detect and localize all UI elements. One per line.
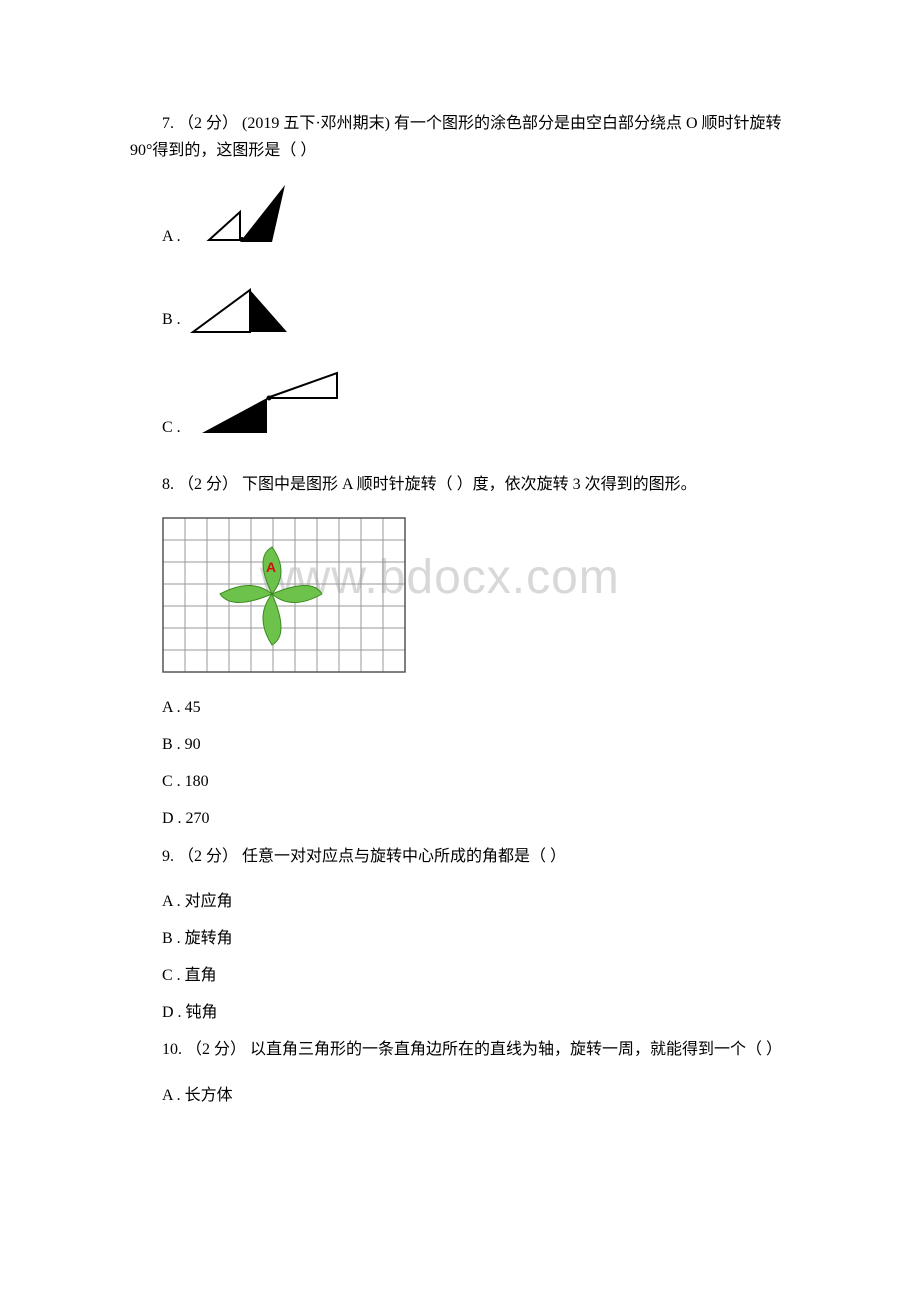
q7a-black-triangle (240, 185, 285, 242)
q10-text: 10. （2 分） 以直角三角形的一条直角边所在的直线为轴，旋转一周，就能得到一… (162, 1041, 782, 1058)
q8-option-b: B . 90 (130, 731, 790, 758)
question-7: 7. （2 分） (2019 五下·邓州期末) 有一个图形的涂色部分是由空白部分… (130, 110, 790, 164)
q7-figure-c (187, 363, 357, 443)
question-8: 8. （2 分） 下图中是图形 A 顺时针旋转（ ）度，依次旋转 3 次得到的图… (130, 471, 790, 498)
q8-text: 8. （2 分） 下图中是图形 A 顺时针旋转（ ）度，依次旋转 3 次得到的图… (162, 476, 697, 493)
question-9: 9. （2 分） 任意一对对应点与旋转中心所成的角都是（ ） (130, 843, 790, 870)
q7-figure-b (187, 280, 307, 335)
q7-option-b: B . (130, 280, 790, 335)
q7a-point-o (240, 237, 244, 241)
q9-option-a: A . 对应角 (130, 888, 790, 915)
q7c-white-triangle (267, 373, 337, 398)
q7a-white-triangle (209, 212, 240, 240)
q7-text: 7. （2 分） (2019 五下·邓州期末) 有一个图形的涂色部分是由空白部分… (130, 115, 782, 159)
q9-option-b: B . 旋转角 (130, 925, 790, 952)
q9-option-c: C . 直角 (130, 962, 790, 989)
svg-text:A: A (266, 559, 276, 575)
q10-option-a: A . 长方体 (130, 1082, 790, 1109)
q7c-black-triangle (202, 398, 267, 433)
q7-figure-a (187, 182, 297, 252)
q9-text: 9. （2 分） 任意一对对应点与旋转中心所成的角都是（ ） (162, 848, 566, 865)
question-10: 10. （2 分） 以直角三角形的一条直角边所在的直线为轴，旋转一周，就能得到一… (130, 1036, 790, 1063)
q8-option-d: D . 270 (130, 805, 790, 832)
q9-option-d: D . 钝角 (130, 999, 790, 1026)
q7c-point-o (266, 396, 271, 401)
q7-optC-letter: C . (162, 414, 181, 443)
q7-option-c: C . (130, 363, 790, 443)
q7-optB-letter: B . (162, 306, 181, 335)
q8-figure: A (162, 517, 790, 682)
q7b-black-triangle (250, 290, 287, 332)
q8-option-c: C . 180 (130, 768, 790, 795)
q7b-white-triangle (193, 290, 250, 332)
q7-option-a: A . (130, 182, 790, 252)
q7-optA-letter: A . (162, 223, 181, 252)
q8-option-a: A . 45 (130, 694, 790, 721)
